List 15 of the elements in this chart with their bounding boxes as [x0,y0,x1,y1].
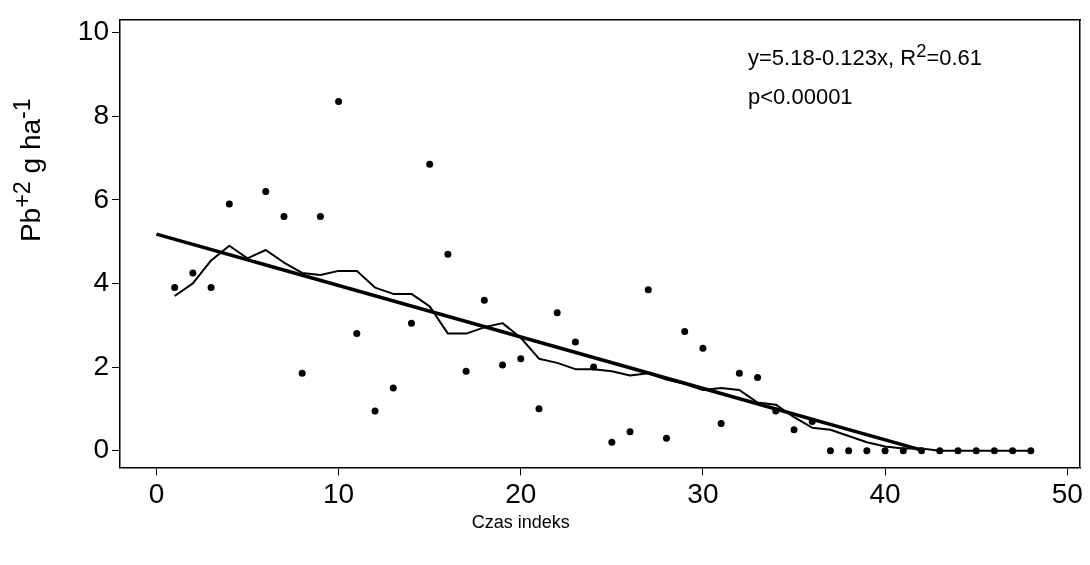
y-tick-label: 8 [93,98,109,130]
x-tick-label: 0 [148,477,165,509]
y-tick-label: 0 [93,433,109,465]
annotation: p<0.00001 [748,84,853,110]
x-tick-label: 20 [505,477,537,509]
x-axis-title: Czas indeks [471,512,570,534]
y-tick-label: 2 [93,349,109,381]
x-tick-label: 50 [1051,477,1083,509]
y-tick-label: 10 [77,15,109,47]
annotation: y=5.18-0.123x, R$^{2}$=0.61 [748,40,983,72]
y-tick-label: 4 [93,266,109,298]
y-tick-label: 6 [93,182,109,214]
x-tick-label: 10 [323,477,355,509]
x-tick-label: 30 [687,477,719,509]
x-tick-label: 40 [869,477,901,509]
